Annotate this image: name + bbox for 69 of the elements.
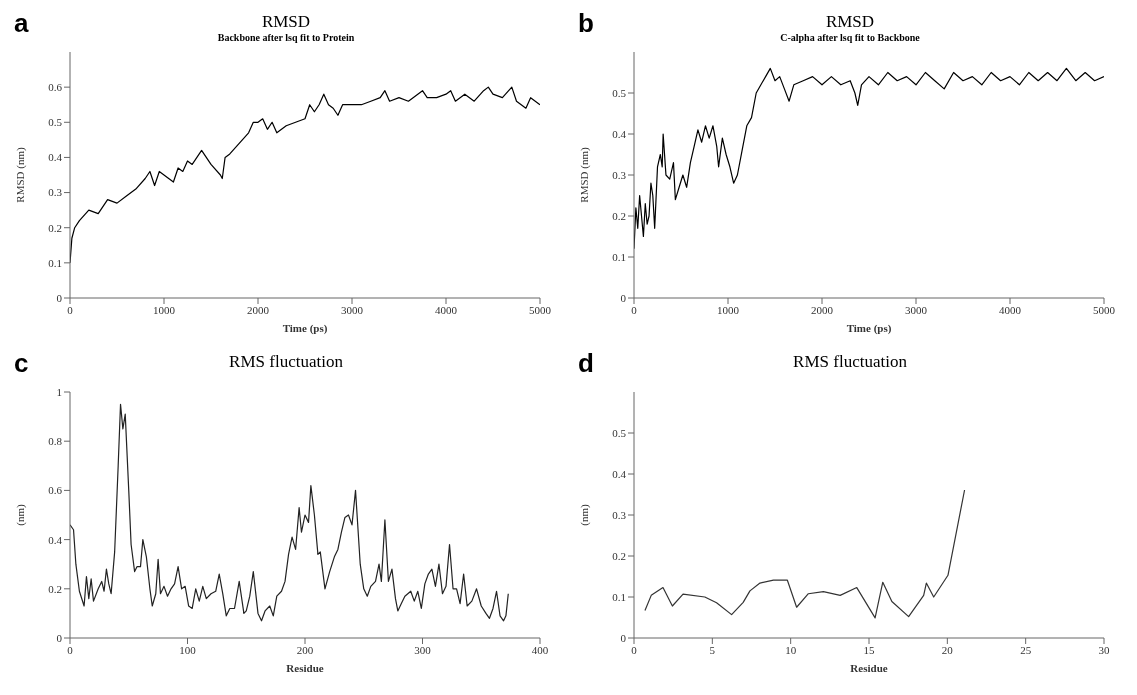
x-tick-label: 3000	[905, 303, 928, 316]
x-tick-label: 5	[709, 643, 716, 656]
x-tick-label: 1000	[153, 303, 176, 316]
y-tick-label: 0.5	[612, 426, 627, 439]
y-tick-label: 0.1	[48, 256, 62, 269]
x-tick-label: 300	[414, 643, 432, 656]
x-tick-label: 4000	[999, 303, 1022, 316]
y-tick-label: 0.4	[612, 127, 627, 140]
y-tick-label: 0.4	[48, 151, 63, 164]
y-axis-title: RMSD (nm)	[13, 147, 27, 203]
text: d	[578, 348, 594, 379]
y-tick-label: 0.5	[612, 86, 627, 99]
y-tick-label: 0.8	[48, 435, 63, 448]
x-axis-title: Time (ps)	[846, 322, 892, 335]
x-tick-label: 100	[179, 643, 197, 656]
x-tick-label: 2000	[811, 303, 834, 316]
y-tick-label: 0.5	[48, 116, 63, 129]
y-tick-label: 0.3	[612, 508, 627, 521]
x-tick-label: 30	[1098, 643, 1110, 656]
y-tick-label: 0.6	[48, 484, 63, 497]
text: a	[14, 8, 29, 39]
line-series	[644, 489, 966, 619]
chart-subtitle: Backbone after lsq fit to Protein	[217, 32, 355, 43]
chart-title: RMS fluctuation	[229, 352, 343, 371]
line-series	[70, 403, 509, 622]
x-tick-label: 0	[631, 643, 638, 656]
x-tick-label: 25	[1020, 643, 1032, 656]
y-axis-title: RMSD (nm)	[577, 147, 591, 203]
x-tick-label: 10	[785, 643, 797, 656]
x-tick-label: 200	[296, 643, 314, 656]
x-tick-label: 5000	[1093, 303, 1116, 316]
x-tick-label: 1000	[717, 303, 740, 316]
x-tick-label: 15	[863, 643, 875, 656]
x-axis-title: Residue	[850, 662, 888, 674]
chart-title: RMS fluctuation	[793, 352, 907, 371]
y-tick-label: 0	[56, 631, 63, 644]
y-tick-label: 0.1	[612, 590, 626, 603]
y-tick-label: 0.2	[612, 209, 626, 222]
y-tick-label: 0.4	[612, 467, 627, 480]
y-tick-label: 0	[620, 291, 627, 304]
y-axis-title: (nm)	[577, 503, 591, 526]
text: c	[14, 348, 29, 379]
x-tick-label: 20	[941, 643, 954, 656]
y-tick-label: 0	[620, 631, 627, 644]
y-tick-label: 0.3	[612, 168, 627, 181]
y-tick-label: 0.6	[48, 81, 63, 94]
chart-title: RMSD	[825, 12, 875, 31]
x-tick-label: 4000	[435, 303, 458, 316]
y-tick-label: 1	[56, 385, 62, 398]
y-tick-label: 0.2	[48, 221, 62, 234]
y-tick-label: 0.3	[48, 186, 63, 199]
x-axis-title: Time (ps)	[282, 322, 328, 335]
x-tick-label: 5000	[529, 303, 552, 316]
x-tick-label: 2000	[247, 303, 270, 316]
y-tick-label: 0.1	[612, 250, 626, 263]
y-tick-label: 0.2	[48, 582, 62, 595]
x-tick-label: 0	[67, 303, 74, 316]
text: b	[578, 8, 594, 39]
x-tick-label: 0	[67, 643, 74, 656]
y-tick-label: 0	[56, 291, 63, 304]
y-axis-title: (nm)	[13, 503, 27, 526]
x-tick-label: 0	[631, 303, 638, 316]
chart-subtitle: C-alpha after lsq fit to Backbone	[780, 32, 920, 43]
y-tick-label: 0.4	[48, 533, 63, 546]
x-tick-label: 400	[531, 643, 549, 656]
y-tick-label: 0.2	[612, 549, 626, 562]
x-axis-title: Residue	[286, 662, 324, 674]
chart-title: RMSD	[261, 12, 311, 31]
x-tick-label: 3000	[341, 303, 364, 316]
